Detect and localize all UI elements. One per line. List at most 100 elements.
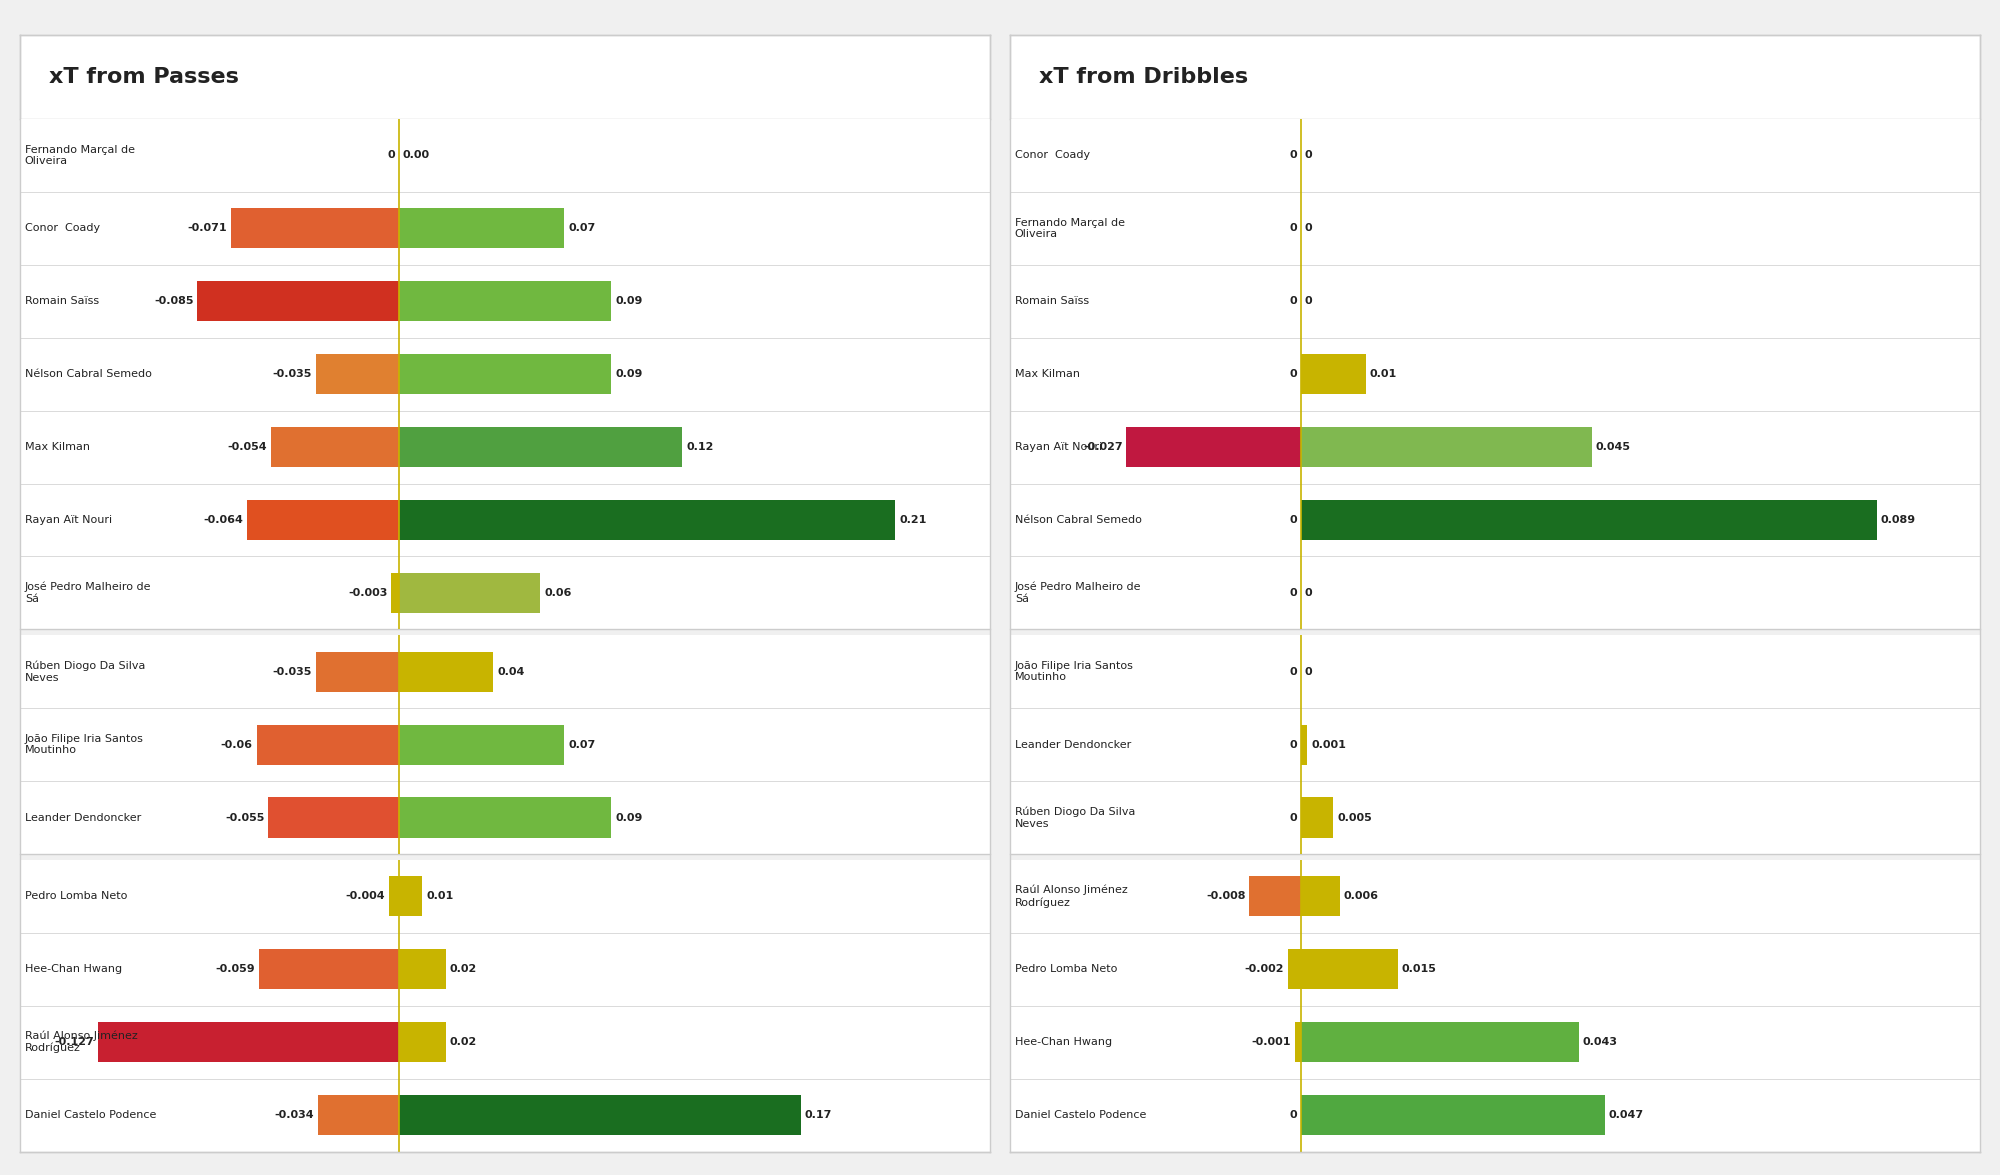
Text: 0.01: 0.01 xyxy=(1370,369,1396,380)
Text: 0: 0 xyxy=(1304,588,1312,598)
Text: 0: 0 xyxy=(1290,515,1298,525)
Bar xyxy=(1300,949,1398,989)
Text: -0.027: -0.027 xyxy=(1082,442,1122,452)
Text: -0.008: -0.008 xyxy=(1206,892,1246,901)
Text: 0.04: 0.04 xyxy=(498,666,524,677)
Text: Rúben Diogo Da Silva
Neves: Rúben Diogo Da Silva Neves xyxy=(24,660,146,683)
Text: 0.12: 0.12 xyxy=(686,442,714,452)
Text: 0.047: 0.047 xyxy=(1608,1110,1644,1120)
Text: -0.085: -0.085 xyxy=(154,296,194,307)
Bar xyxy=(270,427,398,468)
Bar xyxy=(398,877,422,916)
Text: 0.089: 0.089 xyxy=(1880,515,1916,525)
Text: João Filipe Iria Santos
Moutinho: João Filipe Iria Santos Moutinho xyxy=(1014,660,1134,683)
Bar xyxy=(268,798,398,838)
Bar xyxy=(1300,1095,1604,1135)
Text: -0.055: -0.055 xyxy=(226,813,264,822)
Text: 0.09: 0.09 xyxy=(616,813,642,822)
Text: -0.035: -0.035 xyxy=(272,369,312,380)
Bar xyxy=(390,877,398,916)
Text: Pedro Lomba Neto: Pedro Lomba Neto xyxy=(24,892,128,901)
Text: Fernando Marçal de
Oliveira: Fernando Marçal de Oliveira xyxy=(24,145,134,166)
Text: 0.015: 0.015 xyxy=(1402,965,1436,974)
Text: 0: 0 xyxy=(1290,150,1298,161)
Bar xyxy=(1300,427,1592,468)
Bar xyxy=(398,652,494,692)
Bar xyxy=(98,1022,398,1062)
Text: 0.045: 0.045 xyxy=(1596,442,1630,452)
Bar xyxy=(398,949,446,989)
Text: 0: 0 xyxy=(1290,223,1298,234)
Text: Conor  Coady: Conor Coady xyxy=(24,223,100,234)
Bar xyxy=(398,573,540,613)
Bar xyxy=(198,281,398,321)
Bar xyxy=(398,725,564,765)
Bar xyxy=(230,208,398,248)
Text: Romain Saïss: Romain Saïss xyxy=(24,296,98,307)
Text: 0: 0 xyxy=(1290,296,1298,307)
Text: 0.00: 0.00 xyxy=(402,150,430,161)
Text: Nélson Cabral Semedo: Nélson Cabral Semedo xyxy=(24,369,152,380)
Text: José Pedro Malheiro de
Sá: José Pedro Malheiro de Sá xyxy=(1014,582,1142,604)
Text: José Pedro Malheiro de
Sá: José Pedro Malheiro de Sá xyxy=(24,582,152,604)
Text: Leander Dendoncker: Leander Dendoncker xyxy=(1014,739,1132,750)
Text: -0.06: -0.06 xyxy=(220,739,252,750)
Text: -0.003: -0.003 xyxy=(348,588,388,598)
Bar xyxy=(1250,877,1300,916)
Text: 0: 0 xyxy=(388,150,394,161)
Text: 0.17: 0.17 xyxy=(804,1110,832,1120)
Text: Daniel Castelo Podence: Daniel Castelo Podence xyxy=(1014,1110,1146,1120)
Text: xT from Dribbles: xT from Dribbles xyxy=(1040,67,1248,87)
Text: 0.07: 0.07 xyxy=(568,739,596,750)
Text: Romain Saïss: Romain Saïss xyxy=(1014,296,1088,307)
Text: 0: 0 xyxy=(1290,588,1298,598)
Text: João Filipe Iria Santos
Moutinho: João Filipe Iria Santos Moutinho xyxy=(24,734,144,756)
Text: Pedro Lomba Neto: Pedro Lomba Neto xyxy=(1014,965,1118,974)
Bar xyxy=(398,1095,800,1135)
Text: 0: 0 xyxy=(1304,223,1312,234)
Bar xyxy=(398,427,682,468)
Bar xyxy=(1300,499,1876,540)
Text: -0.001: -0.001 xyxy=(1252,1038,1290,1047)
Text: Raúl Alonso Jiménez
Rodríguez: Raúl Alonso Jiménez Rodríguez xyxy=(24,1030,138,1054)
Text: 0: 0 xyxy=(1304,666,1312,677)
Text: -0.064: -0.064 xyxy=(204,515,244,525)
Text: -0.127: -0.127 xyxy=(54,1038,94,1047)
Text: 0.006: 0.006 xyxy=(1344,892,1378,901)
Text: -0.059: -0.059 xyxy=(216,965,256,974)
Bar xyxy=(398,208,564,248)
Text: 0.02: 0.02 xyxy=(450,965,476,974)
Text: 0: 0 xyxy=(1304,296,1312,307)
Text: -0.071: -0.071 xyxy=(188,223,226,234)
Bar xyxy=(392,573,398,613)
Bar xyxy=(318,1095,398,1135)
Bar xyxy=(398,499,896,540)
Text: Raúl Alonso Jiménez
Rodríguez: Raúl Alonso Jiménez Rodríguez xyxy=(1014,885,1128,907)
Bar xyxy=(1300,798,1334,838)
Text: 0.07: 0.07 xyxy=(568,223,596,234)
Text: 0.21: 0.21 xyxy=(900,515,926,525)
Bar xyxy=(258,949,398,989)
Text: 0: 0 xyxy=(1304,150,1312,161)
Text: Rayan Aït Nouri: Rayan Aït Nouri xyxy=(24,515,112,525)
Text: 0: 0 xyxy=(1290,813,1298,822)
Bar xyxy=(1300,725,1308,765)
Text: 0: 0 xyxy=(1290,369,1298,380)
Text: -0.054: -0.054 xyxy=(228,442,266,452)
Bar xyxy=(316,354,398,395)
Text: -0.004: -0.004 xyxy=(346,892,386,901)
Text: -0.035: -0.035 xyxy=(272,666,312,677)
Text: xT from Passes: xT from Passes xyxy=(50,67,238,87)
Text: -0.002: -0.002 xyxy=(1244,965,1284,974)
Text: -0.034: -0.034 xyxy=(274,1110,314,1120)
Text: Rayan Aït Nouri: Rayan Aït Nouri xyxy=(1014,442,1102,452)
Text: Leander Dendoncker: Leander Dendoncker xyxy=(24,813,142,822)
Text: 0.02: 0.02 xyxy=(450,1038,476,1047)
Text: Fernando Marçal de
Oliveira: Fernando Marçal de Oliveira xyxy=(1014,217,1124,240)
Bar xyxy=(1300,877,1340,916)
Bar xyxy=(1294,1022,1300,1062)
Text: Nélson Cabral Semedo: Nélson Cabral Semedo xyxy=(1014,515,1142,525)
Text: 0.043: 0.043 xyxy=(1582,1038,1618,1047)
Bar xyxy=(1300,1022,1580,1062)
Bar xyxy=(1300,354,1366,395)
